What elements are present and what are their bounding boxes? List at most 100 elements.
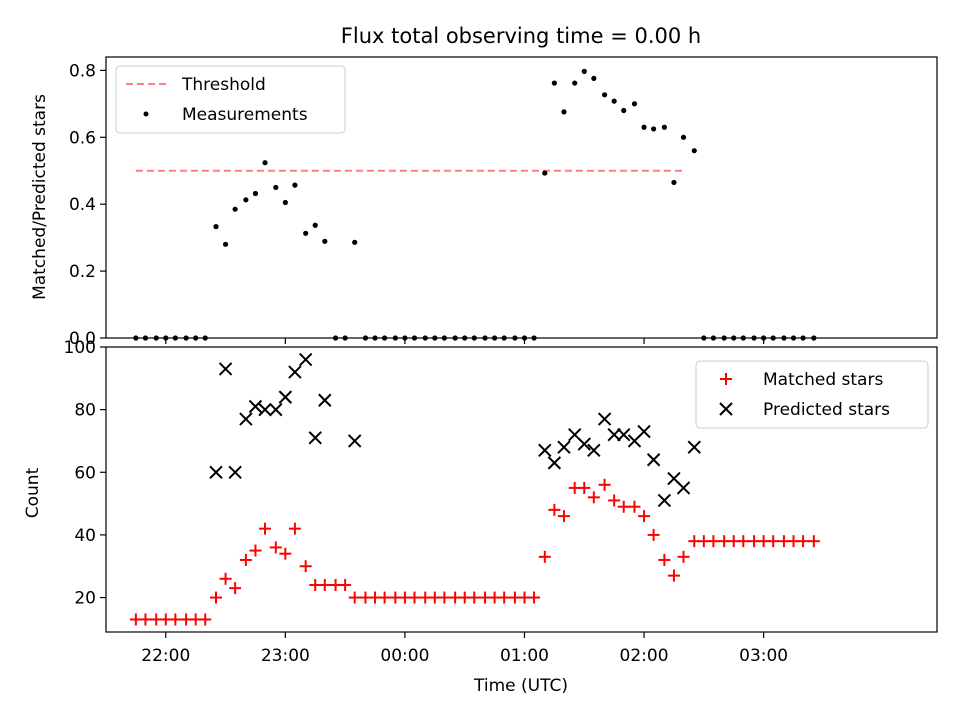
matched-point [608,494,621,507]
bottom-legend: Matched stars Predicted stars [695,360,929,429]
y-tick-label: 0.0 [69,329,96,349]
predicted-point [269,402,283,417]
data-point [591,75,597,82]
data-point [303,230,309,236]
matched-point [737,535,750,548]
x-tick-label: 00:00 [380,646,429,666]
predicted-point [657,493,672,508]
predicted-point [209,465,223,479]
data-point [262,160,268,166]
matched-point [438,591,451,604]
x-tick-label: 22:00 [141,646,190,666]
y-tick-label: 100 [64,338,96,358]
matched-point [219,572,232,585]
y-tick-label: 80 [74,401,96,421]
matched-point [288,522,301,535]
data-point [581,68,587,74]
top-panel: 0.00.20.40.60.8 Matched/Predicted stars … [30,56,938,349]
data-point [572,80,578,86]
matched-point [528,591,541,604]
predicted-point [298,352,313,367]
data-point [213,224,219,230]
data-point [322,238,328,244]
predicted-point [288,365,302,379]
matched-point [598,478,611,491]
predicted-point [597,412,612,426]
matched-point [498,591,511,604]
predicted-point [218,362,233,376]
data-point [611,98,617,104]
matched-point [617,500,630,513]
y-tick-label: 0.4 [69,195,96,215]
data-point [282,199,288,206]
data-point [651,126,657,132]
data-point [243,197,249,203]
data-point [621,107,627,114]
top-y-axis-label: Matched/Predicted stars [30,94,50,300]
data-point [352,239,358,245]
matched-point [378,591,391,604]
legend-measurements-swatch [143,111,149,117]
matched-point [348,591,361,604]
matched-point [139,613,152,626]
data-point [671,179,677,186]
matched-point [638,510,651,523]
data-point [222,241,229,247]
x-tick-label: 02:00 [620,646,669,666]
matched-point [259,522,272,535]
legend-threshold-label: Threshold [181,75,266,95]
matched-point [468,591,481,604]
predicted-point [278,390,293,404]
predicted-point [577,437,591,451]
x-tick-label: 23:00 [261,646,310,666]
predicted-point [557,440,571,454]
predicted-point [646,453,661,467]
matched-point [229,582,242,595]
matched-point [628,500,641,513]
matched-point [647,528,660,541]
x-axis-label: Time (UTC) [473,676,568,696]
matched-point [318,579,331,592]
predicted-point [258,402,272,417]
data-point [273,184,279,191]
legend-predicted-swatch [719,402,733,416]
matched-point [667,569,680,582]
x-tick-label: 01:00 [500,646,549,666]
data-point [680,134,687,140]
top-legend: Threshold Measurements [115,65,346,134]
bottom-y-axis-label: Count [23,467,43,518]
matched-point [279,547,292,560]
predicted-point [637,424,651,439]
matched-point [408,591,421,604]
predicted-point [687,440,701,454]
matched-point [339,579,352,592]
y-tick-label: 0.8 [69,61,96,81]
matched-point [169,613,182,626]
matched-point [587,491,600,504]
data-point [232,206,238,212]
data-point [292,182,298,188]
data-point [312,222,318,228]
figure-title: Flux total observing time = 0.00 h [341,24,701,48]
matched-point [199,613,212,626]
matched-point [239,553,252,566]
matched-point [557,510,570,523]
bottom-panel: 20 40 60 80 100 22:00 23:00 00:00 01:00 02:00 03:0… [23,338,938,666]
legend-predicted-label: Predicted stars [763,400,890,420]
predicted-point [538,443,552,458]
predicted-point [587,443,601,458]
data-point [561,109,567,115]
predicted-point [607,427,621,442]
y-tick-label: 20 [74,589,96,609]
predicted-point [617,427,631,442]
data-point [551,80,557,86]
bottom-marks: 20 40 60 80 100 22:00 23:00 00:00 01:00 02:00 03:0… [64,338,820,666]
data-point [641,124,647,130]
legend-matched-label: Matched stars [763,370,883,390]
data-point [252,190,259,197]
y-tick-label: 60 [74,463,96,483]
predicted-point [248,399,263,414]
matched-point [299,560,312,573]
y-tick-label: 40 [74,526,96,546]
